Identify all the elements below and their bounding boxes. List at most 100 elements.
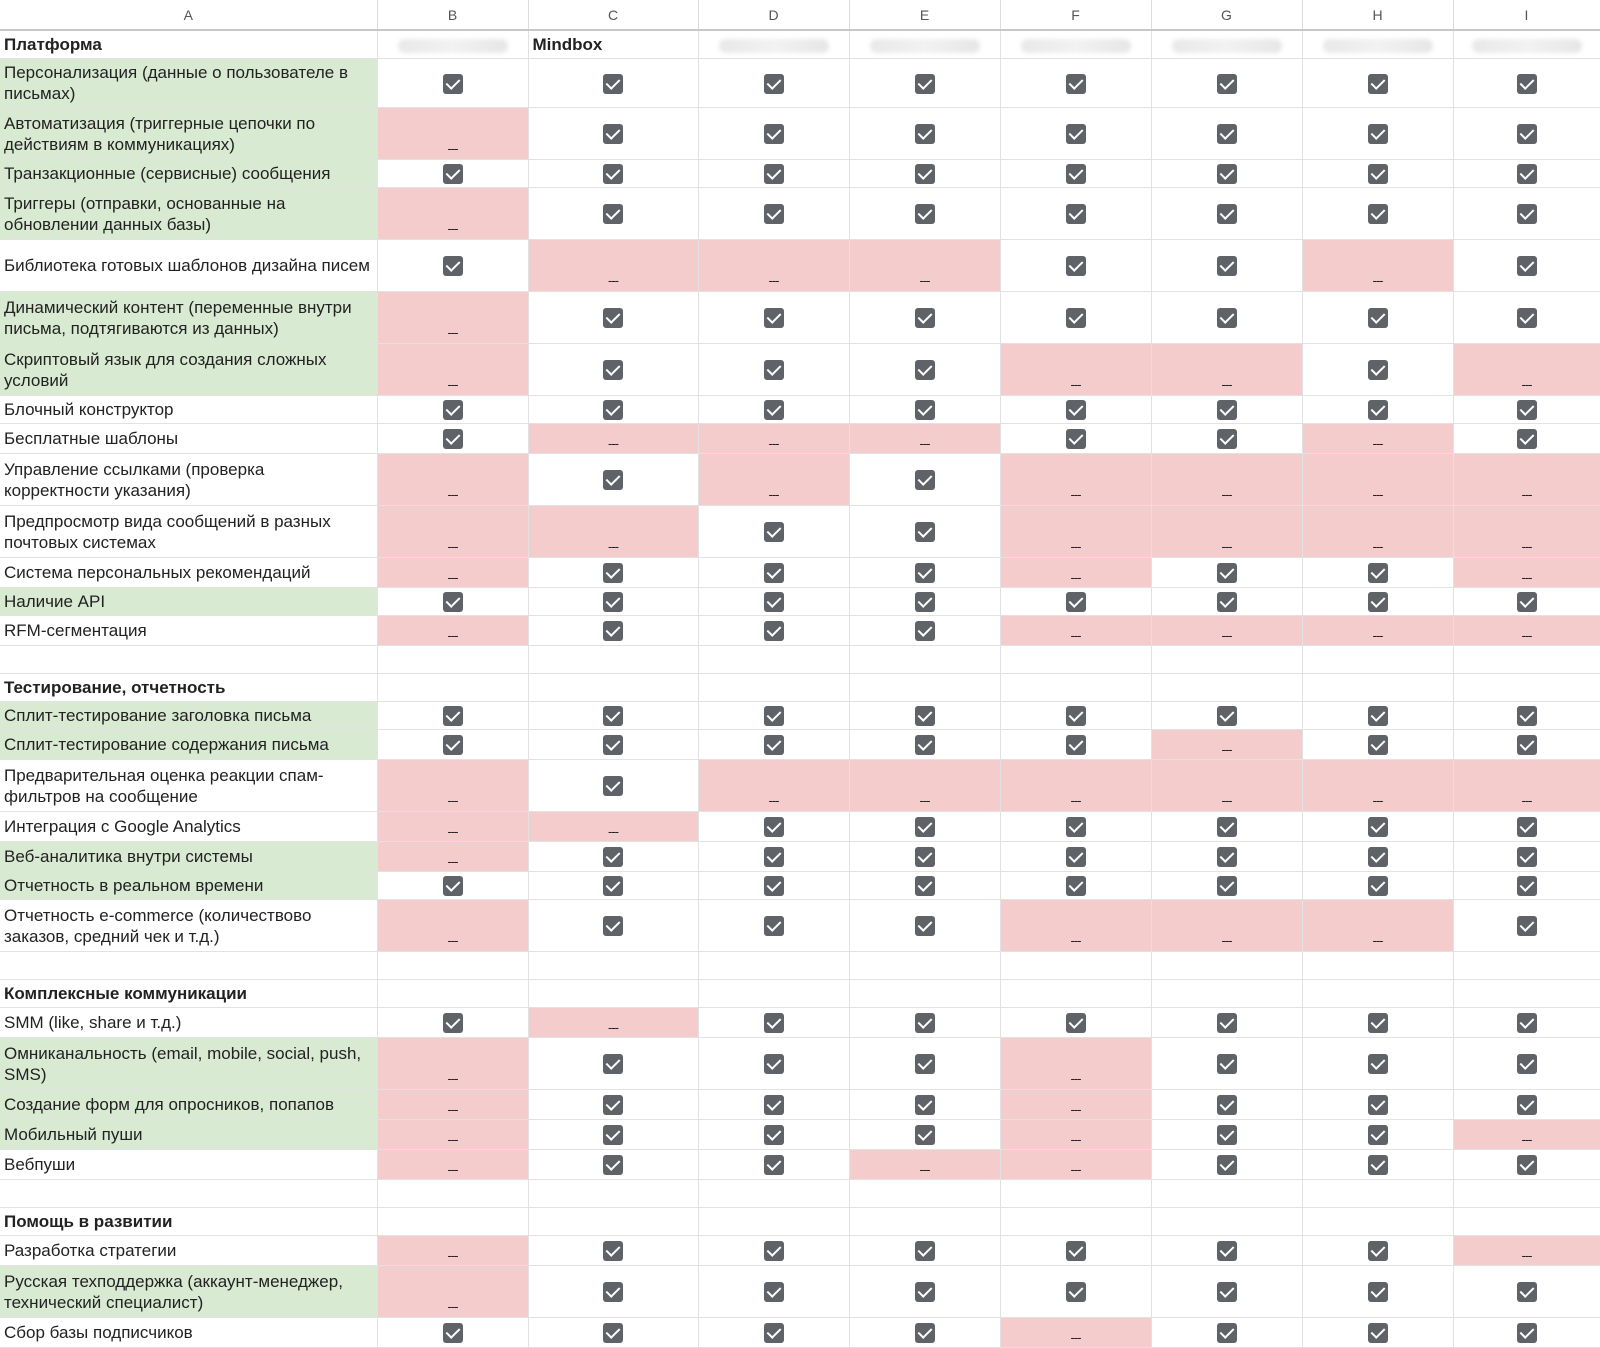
empty-cell[interactable] bbox=[1000, 979, 1152, 1008]
supported-cell[interactable] bbox=[1151, 587, 1303, 616]
supported-cell[interactable] bbox=[1453, 58, 1600, 108]
empty-cell[interactable] bbox=[1302, 673, 1454, 702]
checkbox-checked-icon[interactable] bbox=[1516, 400, 1537, 421]
supported-cell[interactable] bbox=[1151, 871, 1303, 900]
supported-cell[interactable] bbox=[1302, 395, 1454, 424]
empty-cell[interactable] bbox=[528, 1207, 699, 1236]
checkbox-checked-icon[interactable] bbox=[763, 563, 784, 584]
checkbox-checked-icon[interactable] bbox=[1216, 1013, 1237, 1034]
supported-cell[interactable] bbox=[528, 1235, 699, 1266]
supported-cell[interactable] bbox=[377, 159, 529, 188]
checkbox-checked-icon[interactable] bbox=[914, 1054, 935, 1075]
checkbox-checked-icon[interactable] bbox=[763, 592, 784, 613]
checkbox-checked-icon[interactable] bbox=[1367, 1241, 1388, 1262]
supported-cell[interactable] bbox=[849, 187, 1001, 240]
supported-cell[interactable] bbox=[849, 1265, 1001, 1318]
checkbox-checked-icon[interactable] bbox=[442, 592, 463, 613]
feature-label-cell[interactable]: Динамический контент (переменные внутри … bbox=[0, 291, 378, 344]
unsupported-cell[interactable]: --- bbox=[377, 1149, 529, 1180]
supported-cell[interactable] bbox=[1453, 811, 1600, 842]
checkbox-checked-icon[interactable] bbox=[914, 400, 935, 421]
checkbox-checked-icon[interactable] bbox=[1367, 1125, 1388, 1146]
checkbox-checked-icon[interactable] bbox=[1367, 1095, 1388, 1116]
checkbox-checked-icon[interactable] bbox=[763, 1095, 784, 1116]
supported-cell[interactable] bbox=[1151, 701, 1303, 730]
supported-cell[interactable] bbox=[1302, 187, 1454, 240]
supported-cell[interactable] bbox=[1453, 841, 1600, 872]
empty-cell[interactable] bbox=[698, 1207, 850, 1236]
supported-cell[interactable] bbox=[528, 343, 699, 396]
unsupported-cell[interactable]: --- bbox=[1302, 615, 1454, 646]
supported-cell[interactable] bbox=[1302, 343, 1454, 396]
supported-cell[interactable] bbox=[1151, 841, 1303, 872]
supported-cell[interactable] bbox=[1453, 1089, 1600, 1120]
supported-cell[interactable] bbox=[528, 187, 699, 240]
checkbox-checked-icon[interactable] bbox=[763, 522, 784, 543]
checkbox-checked-icon[interactable] bbox=[1516, 592, 1537, 613]
supported-cell[interactable] bbox=[849, 729, 1001, 760]
supported-cell[interactable] bbox=[849, 453, 1001, 506]
checkbox-checked-icon[interactable] bbox=[603, 847, 623, 868]
supported-cell[interactable] bbox=[1302, 1235, 1454, 1266]
supported-cell[interactable] bbox=[528, 1037, 699, 1090]
supported-cell[interactable] bbox=[377, 395, 529, 424]
section-title-cell[interactable]: Платформа bbox=[0, 30, 378, 59]
unsupported-cell[interactable]: --- bbox=[528, 811, 699, 842]
supported-cell[interactable] bbox=[698, 701, 850, 730]
checkbox-checked-icon[interactable] bbox=[914, 204, 935, 225]
checkbox-checked-icon[interactable] bbox=[914, 1013, 935, 1034]
checkbox-checked-icon[interactable] bbox=[763, 1241, 784, 1262]
checkbox-checked-icon[interactable] bbox=[1516, 1155, 1537, 1176]
checkbox-checked-icon[interactable] bbox=[1216, 1241, 1237, 1262]
supported-cell[interactable] bbox=[1000, 395, 1152, 424]
unsupported-cell[interactable]: --- bbox=[849, 423, 1001, 454]
empty-cell[interactable] bbox=[528, 979, 699, 1008]
empty-cell[interactable] bbox=[1000, 673, 1152, 702]
supported-cell[interactable] bbox=[528, 899, 699, 952]
empty-cell[interactable] bbox=[1302, 951, 1454, 980]
supported-cell[interactable] bbox=[528, 841, 699, 872]
checkbox-checked-icon[interactable] bbox=[1367, 847, 1388, 868]
supported-cell[interactable] bbox=[377, 701, 529, 730]
supported-cell[interactable] bbox=[528, 871, 699, 900]
checkbox-checked-icon[interactable] bbox=[763, 124, 784, 145]
checkbox-checked-icon[interactable] bbox=[1367, 817, 1388, 838]
checkbox-checked-icon[interactable] bbox=[603, 308, 623, 329]
unsupported-cell[interactable]: --- bbox=[1151, 343, 1303, 396]
supported-cell[interactable] bbox=[528, 107, 699, 160]
checkbox-checked-icon[interactable] bbox=[1216, 1095, 1237, 1116]
supported-cell[interactable] bbox=[1302, 701, 1454, 730]
feature-label-cell[interactable]: RFM-сегментация bbox=[0, 615, 378, 646]
checkbox-checked-icon[interactable] bbox=[603, 592, 623, 613]
empty-cell[interactable] bbox=[849, 1179, 1001, 1208]
checkbox-checked-icon[interactable] bbox=[763, 164, 784, 185]
checkbox-checked-icon[interactable] bbox=[603, 735, 623, 756]
unsupported-cell[interactable]: --- bbox=[698, 759, 850, 812]
empty-cell[interactable] bbox=[1151, 1207, 1303, 1236]
unsupported-cell[interactable]: --- bbox=[1000, 505, 1152, 558]
checkbox-checked-icon[interactable] bbox=[442, 256, 463, 277]
checkbox-checked-icon[interactable] bbox=[914, 706, 935, 727]
supported-cell[interactable] bbox=[377, 423, 529, 454]
supported-cell[interactable] bbox=[1453, 701, 1600, 730]
feature-label-cell[interactable]: Сплит-тестирование заголовка письма bbox=[0, 701, 378, 730]
checkbox-checked-icon[interactable] bbox=[603, 400, 623, 421]
supported-cell[interactable] bbox=[1000, 239, 1152, 292]
checkbox-checked-icon[interactable] bbox=[1216, 817, 1237, 838]
checkbox-checked-icon[interactable] bbox=[914, 308, 935, 329]
feature-label-cell[interactable]: Система персональных рекомендаций bbox=[0, 557, 378, 588]
checkbox-checked-icon[interactable] bbox=[914, 563, 935, 584]
supported-cell[interactable] bbox=[1453, 159, 1600, 188]
unsupported-cell[interactable]: --- bbox=[1151, 729, 1303, 760]
supported-cell[interactable] bbox=[1151, 291, 1303, 344]
checkbox-checked-icon[interactable] bbox=[914, 164, 935, 185]
checkbox-checked-icon[interactable] bbox=[1367, 1323, 1388, 1344]
supported-cell[interactable] bbox=[528, 557, 699, 588]
checkbox-checked-icon[interactable] bbox=[914, 1095, 935, 1116]
supported-cell[interactable] bbox=[698, 615, 850, 646]
supported-cell[interactable] bbox=[377, 871, 529, 900]
checkbox-checked-icon[interactable] bbox=[914, 124, 935, 145]
checkbox-checked-icon[interactable] bbox=[763, 1282, 784, 1303]
supported-cell[interactable] bbox=[1453, 1317, 1600, 1348]
unsupported-cell[interactable]: --- bbox=[377, 557, 529, 588]
